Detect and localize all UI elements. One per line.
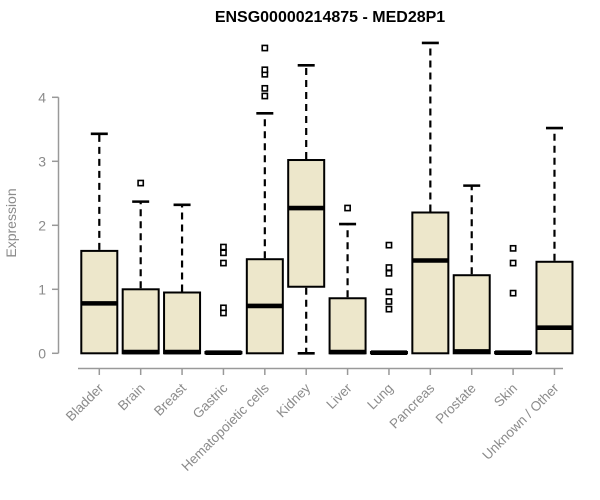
outlier-point-gastric-2 (220, 259, 227, 267)
box-breast (163, 291, 202, 355)
outlier-point-lung-5 (385, 305, 393, 313)
outlier-point-skin-0 (509, 244, 517, 252)
y-tick-label-2: 2 (38, 217, 46, 233)
outlier-point-hematopoietic-cells-1 (261, 84, 269, 92)
outlier-point-skin-1 (509, 259, 517, 267)
chart-title: ENSG00000214875 - MED28P1 (215, 9, 445, 26)
outlier-point-gastric-4 (220, 309, 227, 317)
x-tick-label-skin: Skin (491, 381, 520, 410)
box-unknown-other (535, 260, 574, 355)
x-tick-label-bladder: Bladder (63, 380, 107, 424)
y-tick-label-0: 0 (38, 345, 46, 361)
x-tick-label-kidney: Kidney (274, 380, 314, 420)
outlier-point-hematopoietic-cells-4 (261, 44, 269, 52)
x-tick-label-breast: Breast (151, 380, 189, 418)
x-tick-label-pancreas: Pancreas (387, 380, 438, 431)
outlier-point-lung-0 (385, 241, 393, 249)
outlier-point-gastric-0 (220, 243, 227, 251)
x-tick-label-lung: Lung (364, 381, 396, 413)
box-kidney (287, 159, 326, 288)
outlier-point-lung-3 (385, 288, 393, 296)
outlier-point-hematopoietic-cells-0 (261, 92, 269, 100)
box-brain (121, 288, 160, 355)
x-tick-label-prostate: Prostate (433, 381, 479, 427)
y-axis-title: Expression (3, 188, 19, 257)
outlier-point-lung-1 (385, 264, 393, 271)
y-tick-label-4: 4 (38, 89, 46, 105)
outlier-point-lung-4 (385, 298, 393, 305)
y-tick-label-1: 1 (38, 281, 46, 297)
box-prostate (452, 274, 491, 355)
box-pancreas (411, 211, 450, 355)
x-tick-label-unknown-other: Unknown / Other (479, 380, 562, 463)
x-tick-label-liver: Liver (323, 380, 355, 412)
outlier-point-lung-2 (385, 269, 393, 277)
box-liver (328, 297, 367, 355)
y-tick-label-3: 3 (38, 153, 46, 169)
outlier-point-hematopoietic-cells-3 (261, 66, 269, 74)
outlier-point-skin-2 (509, 289, 517, 297)
outlier-point-brain-0 (137, 179, 145, 187)
outlier-point-liver-0 (344, 204, 351, 212)
outlier-point-gastric-1 (220, 249, 227, 257)
x-tick-label-brain: Brain (115, 381, 148, 414)
x-tick-label-gastric: Gastric (190, 380, 231, 421)
